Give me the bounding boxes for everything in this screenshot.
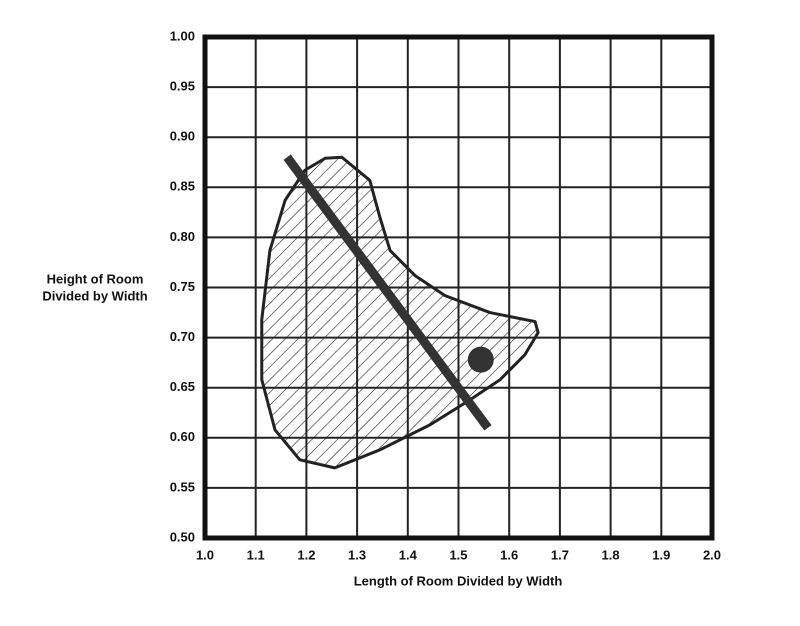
x-tick-label: 1.4 [399, 547, 418, 562]
x-tick-label: 1.8 [602, 547, 620, 562]
y-tick-label: 0.70 [170, 329, 195, 344]
y-axis-label: Height of Room [47, 271, 144, 286]
y-tick-label: 0.55 [170, 479, 195, 494]
y-tick-label: 0.60 [170, 429, 195, 444]
point [467, 346, 494, 373]
y-axis-label: Divided by Width [42, 288, 147, 303]
x-tick-label: 2.0 [703, 547, 721, 562]
x-tick-label: 1.0 [196, 547, 214, 562]
y-tick-label: 0.95 [170, 79, 195, 94]
y-tick-label: 0.65 [170, 379, 195, 394]
x-tick-label: 1.7 [551, 547, 569, 562]
x-tick-label: 1.9 [652, 547, 670, 562]
x-tick-label: 1.5 [449, 547, 467, 562]
x-tick-label: 1.2 [297, 547, 315, 562]
y-tick-label: 0.80 [170, 229, 195, 244]
y-tick-label: 0.50 [170, 529, 195, 544]
trend-line [283, 154, 492, 431]
x-axis-label: Length of Room Divided by Width [354, 573, 563, 588]
y-tick-label: 0.90 [170, 129, 195, 144]
y-tick-label: 1.00 [170, 28, 195, 43]
plot-frame [202, 34, 715, 541]
x-tick-label: 1.3 [348, 547, 366, 562]
y-tick-label: 0.75 [170, 279, 195, 294]
x-tick-label: 1.1 [247, 547, 265, 562]
y-tick-label: 0.85 [170, 179, 195, 194]
x-tick-label: 1.6 [500, 547, 518, 562]
